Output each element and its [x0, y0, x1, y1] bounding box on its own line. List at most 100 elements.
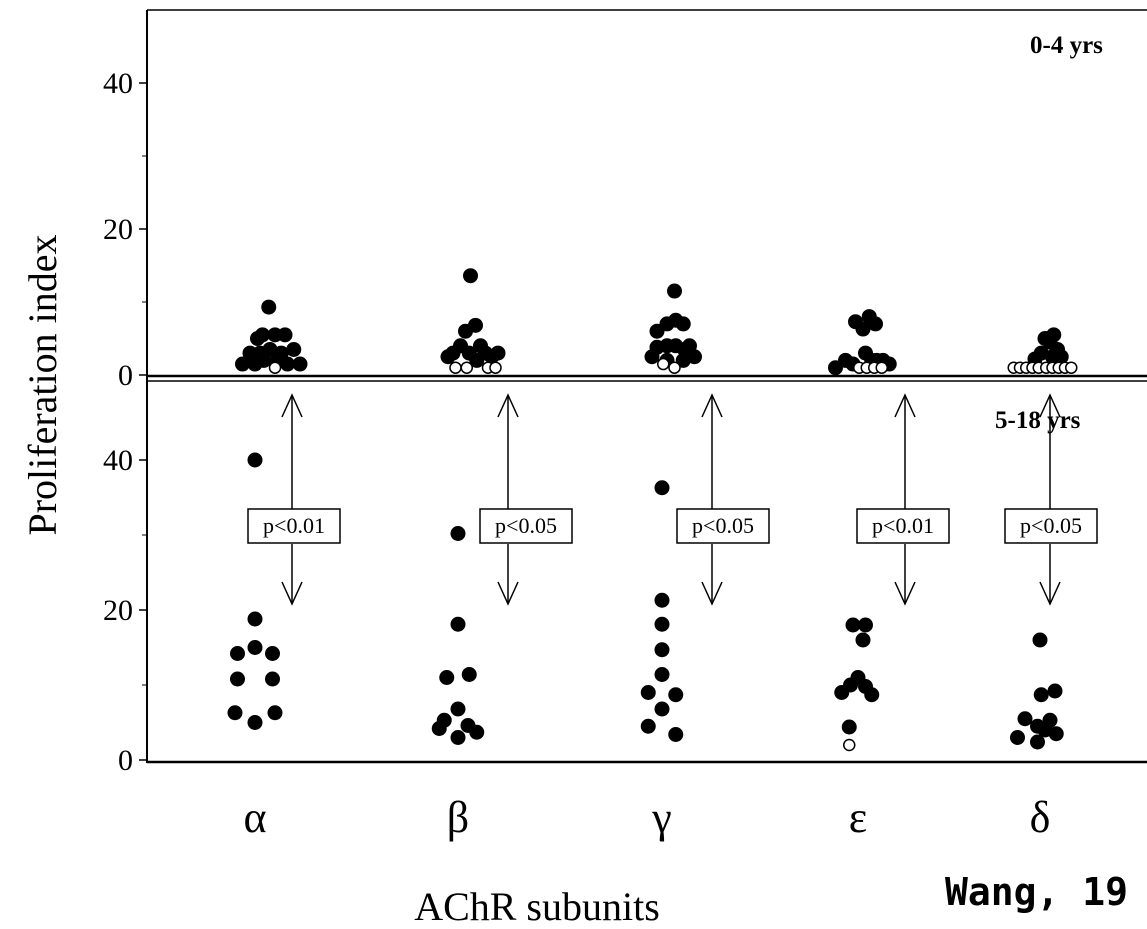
y-tick-label: 0	[118, 744, 133, 777]
y-tick-label: 20	[103, 594, 133, 627]
filled-point	[1033, 687, 1049, 703]
down-arrow-head	[281, 581, 303, 606]
filled-point	[1047, 683, 1063, 699]
panel-label: 0-4 yrs	[1030, 32, 1103, 59]
down-arrow-head	[497, 581, 519, 606]
filled-point	[286, 341, 302, 357]
filled-point	[845, 617, 861, 633]
y-tick-label: 0	[118, 359, 133, 392]
filled-point	[261, 299, 277, 315]
filled-point	[490, 345, 506, 361]
filled-point	[668, 727, 684, 742]
down-arrow-head	[701, 581, 723, 606]
filled-point	[841, 719, 857, 735]
filled-point	[265, 671, 280, 687]
filled-point	[654, 592, 670, 608]
filled-point	[640, 685, 656, 700]
filled-point	[667, 283, 682, 299]
filled-point	[277, 327, 293, 343]
filled-point	[469, 724, 485, 740]
filled-point	[654, 667, 670, 682]
filled-point	[255, 327, 270, 343]
filled-point	[292, 356, 308, 372]
filled-point	[654, 480, 670, 496]
citation-label: Wang, 19	[945, 870, 1128, 914]
up-arrow-head	[894, 393, 916, 418]
filled-point	[675, 316, 691, 332]
filled-point	[450, 701, 466, 717]
filled-point	[227, 705, 243, 721]
filled-point	[450, 730, 466, 745]
p-value-label: p<0.01	[872, 513, 934, 538]
filled-point	[230, 671, 245, 687]
filled-point	[461, 667, 477, 682]
up-arrow-head	[281, 393, 303, 418]
open-point	[668, 361, 681, 374]
filled-point	[858, 617, 873, 633]
category-label: δ	[1030, 793, 1051, 842]
filled-point	[1017, 711, 1033, 727]
p-value-label: p<0.05	[1020, 513, 1082, 538]
filled-point	[1048, 726, 1064, 742]
y-tick-label: 40	[103, 444, 133, 477]
filled-point	[267, 705, 283, 721]
panel-label: 5-18 yrs	[995, 407, 1081, 434]
filled-point	[1045, 349, 1060, 365]
p-value-box	[247, 508, 341, 544]
filled-point	[864, 687, 880, 703]
category-label: γ	[651, 793, 671, 842]
p-value-box	[1004, 508, 1098, 544]
filled-point	[640, 718, 656, 734]
y-tick-label: 20	[103, 213, 133, 246]
plot-layer: 0 20 40 0-4 yrs 0 20 40 5-18 yrs p<0.01 p<0.05 p<0…	[103, 9, 1147, 842]
filled-point	[230, 646, 245, 661]
filled-point	[1033, 345, 1049, 361]
filled-point	[855, 321, 871, 337]
down-arrow-head	[894, 581, 916, 606]
filled-point	[654, 701, 670, 717]
filled-point	[450, 616, 466, 632]
y-axis-title: Proliferation index	[20, 234, 65, 535]
filled-point	[469, 352, 485, 368]
filled-point	[1032, 632, 1048, 648]
filled-point	[1030, 734, 1045, 750]
open-point	[268, 361, 282, 374]
filled-point	[247, 715, 263, 730]
p-value-label: p<0.05	[692, 513, 754, 538]
p-value-label: p<0.05	[495, 513, 557, 538]
up-arrow-head	[497, 393, 519, 418]
up-arrow-head	[1039, 393, 1061, 418]
open-point	[657, 357, 670, 371]
filled-point	[265, 646, 280, 661]
filled-point	[431, 721, 447, 736]
filled-point	[468, 317, 483, 333]
filled-point	[668, 687, 684, 703]
down-arrow-head	[1039, 581, 1061, 606]
open-point	[875, 361, 888, 374]
filled-point	[868, 316, 883, 332]
p-value-box	[676, 508, 770, 544]
filled-point	[855, 632, 871, 648]
open-point	[489, 361, 502, 374]
category-label: β	[447, 793, 469, 842]
x-axis-title: AChR subunits	[414, 884, 660, 929]
y-tick-label: 40	[103, 67, 133, 100]
filled-point	[687, 349, 702, 365]
filled-point	[252, 345, 268, 361]
category-label: α	[243, 793, 266, 842]
open-point	[1065, 361, 1078, 374]
filled-point	[1046, 327, 1062, 343]
p-value-box	[479, 508, 573, 544]
open-point	[843, 738, 856, 752]
p-value-box	[856, 508, 950, 544]
open-point	[449, 361, 462, 374]
open-point	[460, 361, 473, 374]
filled-point	[247, 452, 263, 468]
filled-point	[1010, 730, 1025, 745]
filled-point	[654, 616, 670, 632]
filled-point	[834, 685, 850, 700]
up-arrow-head	[701, 393, 723, 418]
filled-point	[235, 356, 250, 372]
filled-point	[450, 526, 466, 541]
